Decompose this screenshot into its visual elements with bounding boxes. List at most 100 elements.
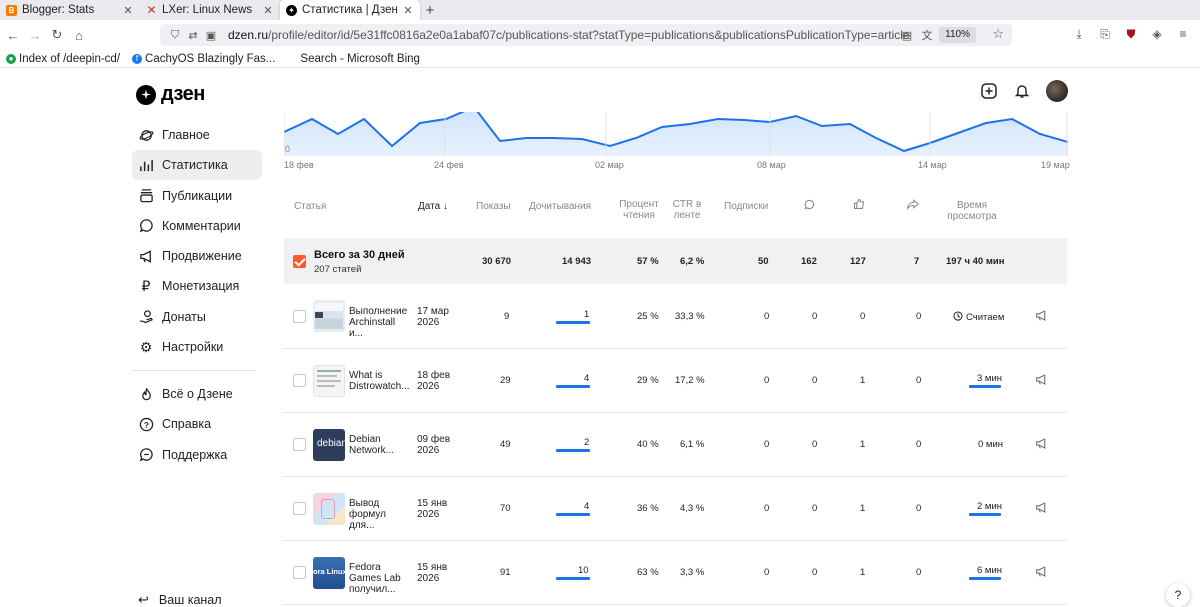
reload-button[interactable]: ↻: [51, 27, 63, 42]
article-title[interactable]: What is Distrowatch...: [349, 370, 410, 392]
bookmark-label: Search - Microsoft Bing: [300, 52, 420, 65]
sidebar-item-channel[interactable]: ↩ Ваш канал: [138, 592, 222, 607]
ublock-icon[interactable]: ⛊: [1126, 26, 1136, 41]
row-shares: 0: [916, 567, 922, 578]
article-title[interactable]: Вывод формул для...: [349, 498, 386, 531]
sidebar-item-label: Всё о Дзене: [162, 387, 233, 402]
dzen-icon: ✦: [286, 4, 297, 16]
close-icon[interactable]: ✕: [123, 4, 133, 17]
bookmark-bing[interactable]: 🔍︎ Search - Microsoft Bing: [287, 53, 420, 65]
article-thumbnail[interactable]: [313, 365, 345, 397]
url-text[interactable]: dzen.ru/profile/editor/id/5e31ffc0816a2e…: [228, 28, 910, 42]
chart-area: 0: [284, 112, 1068, 156]
sidebar-item-support[interactable]: Поддержка: [132, 440, 262, 470]
back-button[interactable]: ←: [6, 27, 20, 43]
close-icon[interactable]: ✕: [403, 4, 413, 17]
select-all-checkbox[interactable]: [293, 255, 306, 268]
sort-arrow-icon: ↓: [442, 201, 448, 212]
pocket-icon[interactable]: ⎘: [1100, 26, 1110, 41]
home-button[interactable]: ⌂: [75, 27, 83, 43]
article-title[interactable]: Выполнение Archinstall и...: [349, 306, 408, 339]
promote-megaphone-icon[interactable]: [1035, 565, 1049, 579]
bookmark-star-icon[interactable]: ☆: [992, 26, 1004, 41]
row-checkbox[interactable]: [293, 310, 306, 323]
row-checkbox[interactable]: [293, 566, 306, 579]
browser-tab-dzen[interactable]: ✦ Статистика | Дзен ✕: [280, 0, 420, 20]
row-reads: 4: [584, 501, 590, 512]
thumbnail-text: ora Linux: [313, 567, 345, 576]
column-subscriptions[interactable]: Подписки: [724, 201, 769, 212]
comment-icon[interactable]: [804, 199, 815, 210]
share-icon[interactable]: [907, 198, 919, 210]
tab-label: Статистика | Дзен: [302, 4, 398, 16]
shield-icon[interactable]: ⛉: [170, 28, 180, 41]
table-row[interactable]: What is Distrowatch... 18 фев 2026 29 4 …: [284, 349, 1067, 413]
sidebar-item-settings[interactable]: ⚙ Настройки: [132, 332, 262, 362]
promote-megaphone-icon[interactable]: [1035, 373, 1049, 387]
zoom-level[interactable]: 110%: [939, 27, 976, 43]
forward-button[interactable]: →: [28, 27, 42, 43]
column-shows[interactable]: Показы: [476, 201, 511, 212]
column-read-percent[interactable]: Процент чтения: [619, 199, 659, 221]
sidebar-item-donations[interactable]: Донаты: [132, 302, 262, 332]
sidebar-item-promotion[interactable]: Продвижение: [132, 241, 262, 271]
row-checkbox[interactable]: [293, 502, 306, 515]
row-read-percent: 25 %: [637, 311, 659, 322]
column-view-time[interactable]: Время просмотра: [947, 200, 997, 222]
like-icon[interactable]: [853, 198, 865, 210]
article-thumbnail[interactable]: debian: [313, 429, 345, 461]
sidebar-item-monetization[interactable]: ₽ Монетизация: [132, 271, 262, 301]
row-comments: 0: [812, 439, 818, 450]
article-thumbnail[interactable]: [313, 300, 345, 332]
help-button[interactable]: ?: [1166, 583, 1190, 607]
menu-icon[interactable]: ≡: [1179, 27, 1187, 41]
browser-tab-lxer[interactable]: ✕ LXer: Linux News ✕: [140, 0, 280, 20]
bell-icon[interactable]: [1011, 81, 1032, 102]
row-ctr: 4,3 %: [680, 503, 705, 514]
column-date[interactable]: Дата ↓: [418, 201, 448, 212]
article-title[interactable]: Debian Network...: [349, 434, 395, 456]
promote-megaphone-icon[interactable]: [1035, 501, 1049, 515]
add-icon[interactable]: [978, 81, 999, 102]
row-view-time: 3 мин: [977, 373, 1003, 384]
table-row[interactable]: ora Linux Fedora Games Lab получил... 15…: [284, 541, 1067, 605]
avatar[interactable]: [1046, 80, 1068, 102]
bookmark-cachyos[interactable]: f CachyOS Blazingly Fas...: [132, 53, 275, 65]
row-likes: 0: [860, 311, 866, 322]
article-thumbnail[interactable]: ora Linux: [313, 557, 345, 589]
row-checkbox[interactable]: [293, 438, 306, 451]
reader-view-icon[interactable]: ▤: [901, 29, 913, 42]
sidebar-item-comments[interactable]: Комментарии: [132, 211, 262, 241]
sidebar-item-help[interactable]: ? Справка: [132, 409, 262, 439]
row-reads: 4: [584, 373, 590, 384]
promote-megaphone-icon[interactable]: [1035, 437, 1049, 451]
sidebar-item-home[interactable]: Главное: [132, 120, 262, 150]
page-icon[interactable]: ▣: [205, 29, 217, 42]
summary-view-time: 197 ч 40 мин: [946, 256, 1005, 267]
translate-icon[interactable]: 文: [921, 30, 933, 42]
download-icon[interactable]: ⤓: [1076, 26, 1082, 41]
column-reads[interactable]: Дочитывания: [529, 201, 592, 212]
article-title[interactable]: Fedora Games Lab получил...: [349, 562, 401, 595]
sidebar-item-publications[interactable]: Публикации: [132, 181, 262, 211]
sidebar-item-about[interactable]: Всё о Дзене: [132, 379, 262, 409]
close-icon[interactable]: ✕: [263, 4, 273, 17]
stack-icon: [138, 188, 154, 204]
permissions-icon[interactable]: ⇄: [188, 29, 198, 42]
dzen-logo[interactable]: дзен: [136, 83, 205, 106]
article-thumbnail[interactable]: [313, 493, 345, 525]
new-tab-button[interactable]: +: [425, 1, 435, 19]
table-row[interactable]: Вывод формул для... 15 янв 2026 70 4 36 …: [284, 477, 1067, 541]
promote-megaphone-icon[interactable]: [1035, 309, 1049, 323]
address-bar[interactable]: ⛉ ⇄ ▣ dzen.ru/profile/editor/id/5e31ffc0…: [160, 24, 1012, 46]
row-checkbox[interactable]: [293, 374, 306, 387]
column-ctr[interactable]: CTR в ленте: [672, 199, 702, 221]
column-article[interactable]: Статья: [294, 201, 327, 212]
extension-icon[interactable]: ◈: [1152, 27, 1162, 41]
browser-tab-blogger[interactable]: B Blogger: Stats ✕: [0, 0, 140, 20]
table-row[interactable]: debian Debian Network... 09 фев 2026 49 …: [284, 413, 1067, 477]
sidebar-item-label: Поддержка: [162, 447, 228, 462]
bookmark-deepin[interactable]: ● Index of /deepin-cd/: [6, 53, 120, 65]
table-row[interactable]: Выполнение Archinstall и... 17 мар 2026 …: [284, 285, 1067, 349]
sidebar-item-stats[interactable]: Статистика: [132, 150, 262, 181]
